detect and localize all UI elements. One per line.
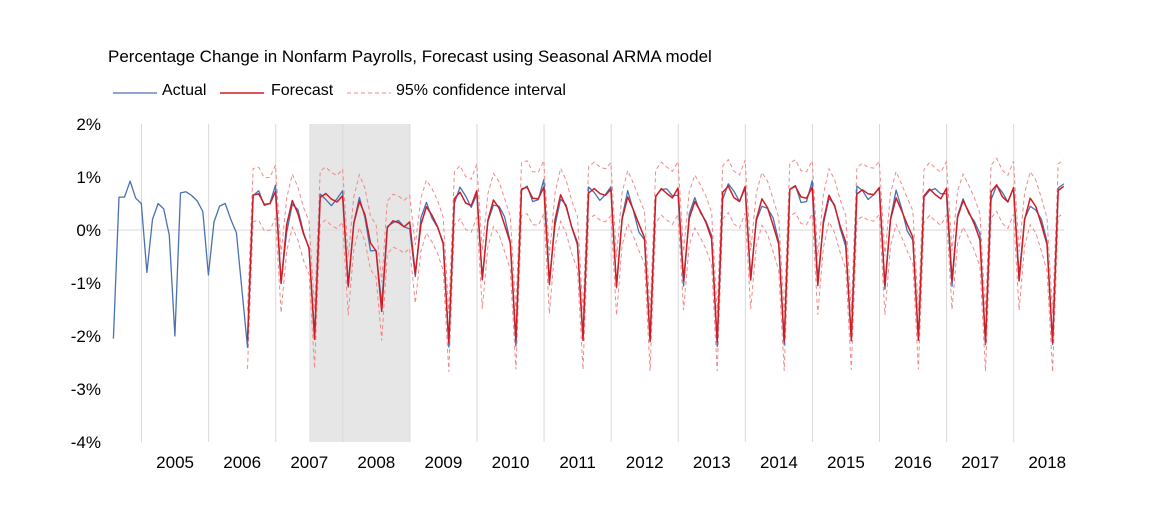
y-tick-label: -1% xyxy=(71,274,101,293)
x-tick-label: 2010 xyxy=(492,453,530,472)
x-tick-label: 2009 xyxy=(425,453,463,472)
x-tick-label: 2011 xyxy=(559,453,596,472)
y-tick-label: 1% xyxy=(76,168,101,187)
y-tick-label: 2% xyxy=(76,115,101,134)
x-tick-label: 2015 xyxy=(827,453,865,472)
y-tick-label: -3% xyxy=(71,380,101,399)
x-tick-label: 2013 xyxy=(693,453,731,472)
y-tick-label: -2% xyxy=(71,327,101,346)
x-tick-label: 2017 xyxy=(961,453,999,472)
x-tick-label: 2016 xyxy=(894,453,932,472)
x-tick-label: 2006 xyxy=(223,453,261,472)
x-tick-label: 2005 xyxy=(156,453,194,472)
x-tick-label: 2012 xyxy=(626,453,664,472)
x-tick-label: 2008 xyxy=(357,453,395,472)
y-tick-label: -4% xyxy=(71,433,101,452)
x-tick-label: 2007 xyxy=(290,453,328,472)
y-tick-label: 0% xyxy=(76,221,101,240)
recession-shade xyxy=(309,124,410,442)
x-tick-label: 2018 xyxy=(1028,453,1066,472)
x-tick-label: 2014 xyxy=(760,453,798,472)
